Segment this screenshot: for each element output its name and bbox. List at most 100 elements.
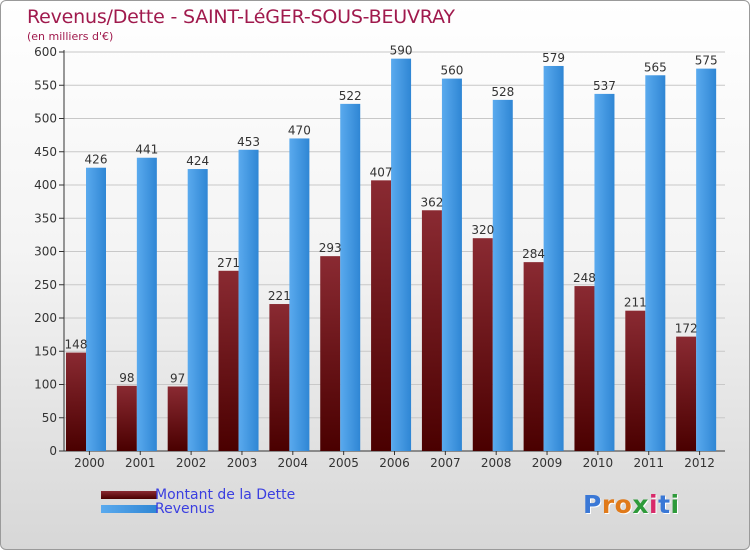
y-tick-label: 500 bbox=[34, 112, 57, 126]
bar-revenus bbox=[492, 99, 513, 451]
bar-dette bbox=[574, 286, 595, 451]
y-tick-label: 0 bbox=[49, 444, 57, 458]
x-tick-labels: 2000 2001 2002 2003 2004 2005 2006 2007 2008 2009… bbox=[74, 456, 715, 470]
bar-revenus bbox=[340, 103, 361, 452]
data-label-revenus: 560 bbox=[440, 64, 463, 78]
x-tick-label: 2012 bbox=[684, 456, 715, 470]
bar-dette bbox=[371, 180, 392, 451]
x-tick-label: 2001 bbox=[125, 456, 156, 470]
bar-revenus bbox=[696, 68, 717, 451]
bar-revenus bbox=[289, 138, 310, 451]
bar-dette bbox=[66, 352, 86, 451]
bar-dette bbox=[421, 210, 442, 451]
bar-dette bbox=[218, 270, 239, 451]
y-tick-labels: 0 50 100 150 200 250 300 350 400 450 500 550 600 bbox=[34, 45, 57, 458]
data-label-revenus: 579 bbox=[542, 51, 565, 65]
x-tick-label: 2002 bbox=[176, 456, 207, 470]
data-label-dette: 293 bbox=[319, 241, 342, 255]
data-label-dette: 98 bbox=[119, 371, 134, 385]
data-labels: 148 426 98 441 97 424 271 453 221 470 293 522 407 590… bbox=[65, 44, 718, 386]
x-tick-label: 2005 bbox=[328, 456, 359, 470]
bar-revenus bbox=[645, 75, 666, 452]
y-tick-label: 300 bbox=[34, 245, 57, 259]
logo-letter: t bbox=[658, 490, 671, 519]
chart-title: Revenus/Dette - SAINT-LéGER-SOUS-BEUVRAY bbox=[27, 6, 455, 28]
data-label-revenus: 590 bbox=[390, 44, 413, 58]
data-label-revenus: 453 bbox=[237, 135, 260, 149]
data-label-dette: 284 bbox=[522, 247, 545, 261]
x-tick-label: 2003 bbox=[227, 456, 258, 470]
x-tick-label: 2006 bbox=[379, 456, 410, 470]
bar-dette bbox=[625, 310, 646, 451]
legend-item-dette: Montant de la Dette bbox=[101, 487, 295, 503]
x-tick-label: 2009 bbox=[532, 456, 563, 470]
bar-dette bbox=[523, 262, 544, 451]
data-label-revenus: 537 bbox=[593, 79, 616, 93]
y-tick-label: 250 bbox=[34, 278, 57, 292]
y-tick-label: 150 bbox=[34, 344, 57, 358]
bar-dette bbox=[472, 238, 493, 451]
data-label-dette: 221 bbox=[268, 289, 291, 303]
data-label-revenus: 424 bbox=[186, 154, 209, 168]
bar-revenus bbox=[594, 93, 615, 452]
legend-label-revenus: Revenus bbox=[155, 501, 215, 517]
bar-revenus bbox=[391, 58, 412, 452]
data-label-revenus: 470 bbox=[288, 123, 311, 137]
bar-dette bbox=[320, 256, 341, 451]
x-tick-label: 2011 bbox=[633, 456, 664, 470]
y-tick-label: 200 bbox=[34, 311, 57, 325]
logo-letter: i bbox=[649, 490, 659, 519]
data-label-revenus: 528 bbox=[491, 85, 514, 99]
data-label-dette: 271 bbox=[217, 256, 240, 270]
revenus-swatch bbox=[101, 505, 157, 513]
data-label-dette: 148 bbox=[65, 338, 88, 352]
x-tick-label: 2007 bbox=[430, 456, 461, 470]
proxiti-logo: Proxiti bbox=[583, 490, 680, 519]
data-label-revenus: 426 bbox=[85, 153, 108, 167]
x-tick-label: 2000 bbox=[74, 456, 105, 470]
bar-revenus bbox=[441, 78, 462, 451]
x-tick-label: 2004 bbox=[278, 456, 309, 470]
data-label-dette: 97 bbox=[170, 371, 185, 385]
data-label-dette: 407 bbox=[370, 165, 393, 179]
bar-revenus bbox=[136, 157, 157, 452]
y-tick-label: 400 bbox=[34, 178, 57, 192]
data-label-dette: 248 bbox=[573, 271, 596, 285]
bar-revenus bbox=[86, 167, 106, 451]
logo-letter: i bbox=[670, 490, 680, 519]
bar-dette bbox=[116, 385, 137, 451]
dette-swatch bbox=[101, 491, 157, 499]
y-tick-label: 550 bbox=[34, 78, 57, 92]
data-label-dette: 211 bbox=[624, 296, 647, 310]
logo-letter: x bbox=[632, 490, 649, 519]
data-label-revenus: 575 bbox=[695, 54, 718, 68]
data-label-dette: 362 bbox=[420, 195, 443, 209]
logo-letter: o bbox=[614, 490, 633, 519]
data-label-dette: 320 bbox=[471, 223, 494, 237]
bar-dette bbox=[167, 386, 188, 451]
y-tick-label: 600 bbox=[34, 45, 57, 59]
data-label-dette: 172 bbox=[675, 322, 698, 336]
legend-label-dette: Montant de la Dette bbox=[155, 487, 296, 503]
y-tick-label: 350 bbox=[34, 211, 57, 225]
bar-dette bbox=[676, 336, 697, 451]
x-tick-label: 2010 bbox=[583, 456, 614, 470]
data-label-revenus: 522 bbox=[339, 89, 362, 103]
bar-revenus bbox=[238, 149, 259, 451]
bars bbox=[66, 58, 717, 452]
y-tick-label: 100 bbox=[34, 378, 57, 392]
logo-letter: P bbox=[583, 490, 602, 519]
data-label-revenus: 565 bbox=[644, 60, 667, 74]
bar-dette bbox=[269, 304, 290, 451]
logo-letter: r bbox=[601, 490, 615, 519]
bar-revenus bbox=[187, 169, 208, 452]
x-tick-label: 2008 bbox=[481, 456, 512, 470]
chart-subtitle: (en milliers d'€) bbox=[27, 30, 114, 43]
y-tick-label: 50 bbox=[42, 411, 57, 425]
data-label-revenus: 441 bbox=[135, 143, 158, 157]
y-tick-label: 450 bbox=[34, 145, 57, 159]
legend-item-revenus: Revenus bbox=[101, 501, 215, 517]
bar-revenus bbox=[543, 65, 564, 451]
